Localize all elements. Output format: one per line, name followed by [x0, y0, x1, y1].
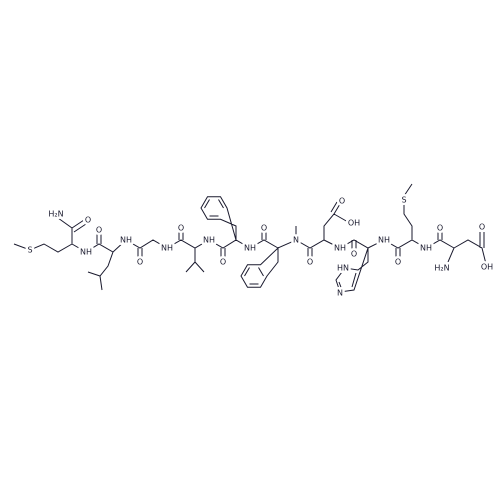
atom-label: O: [85, 216, 91, 225]
atom-label: O: [220, 258, 226, 267]
atom-label: O: [339, 197, 345, 206]
atom-label: NH: [334, 244, 346, 253]
atom-label: NH: [120, 236, 132, 245]
atom-label: O: [307, 258, 313, 267]
atom-labels: S H₂N O NH O NH O NH O NH O NH O N O O O…: [25, 193, 496, 300]
atom-label: H₂N: [48, 210, 63, 219]
atom-label: HN: [337, 264, 349, 273]
atom-label: NH: [420, 244, 432, 253]
atom-label: NH: [378, 236, 390, 245]
atom-label: N: [293, 236, 299, 245]
atom-label: O: [479, 223, 485, 232]
atom-label: OH: [348, 219, 360, 228]
atom-label: NH: [203, 236, 215, 245]
atom-label: O: [261, 224, 267, 233]
bonds: [13, 183, 487, 293]
atom-label: H₂N: [434, 264, 449, 273]
atom-label: N: [337, 289, 343, 298]
atom-label: O: [351, 250, 357, 259]
atom-label: S: [401, 196, 406, 205]
atom-label: O: [178, 224, 184, 233]
atom-label: S: [27, 246, 32, 255]
atom-label: O: [137, 258, 143, 267]
atom-label: OH: [481, 263, 493, 272]
atom-label: NH: [244, 244, 256, 253]
atom-label: O: [96, 226, 102, 235]
atom-label: O: [437, 224, 443, 233]
atom-label: O: [395, 258, 401, 267]
atom-label: NH: [161, 244, 173, 253]
atom-label: NH: [80, 248, 92, 257]
